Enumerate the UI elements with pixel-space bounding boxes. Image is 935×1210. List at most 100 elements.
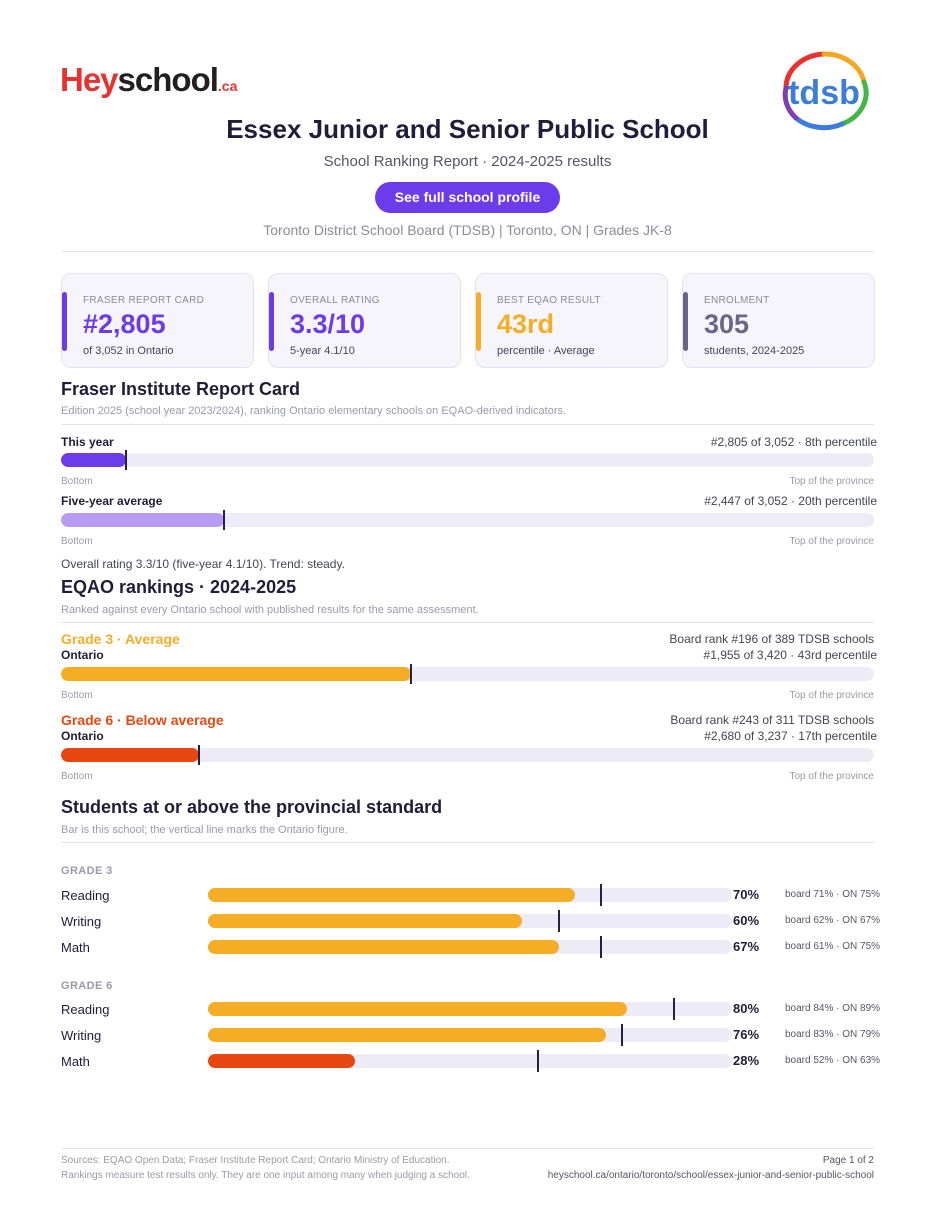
card-label: ENROLMENT xyxy=(704,295,770,306)
fraser-row-rank: #2,447 of 3,052 · 20th percentile xyxy=(704,494,877,508)
standard-compare: board 84% · ON 89% xyxy=(785,1003,881,1014)
card-accent xyxy=(476,292,481,351)
school-meta: Toronto District School Board (TDSB) | T… xyxy=(263,222,672,238)
divider xyxy=(61,424,874,425)
eqao-ontario-rank: #2,680 of 3,237 · 17th percentile xyxy=(704,729,877,743)
card-label: FRASER REPORT CARD xyxy=(83,295,205,306)
standard-grade6-label: GRADE 6 xyxy=(61,980,113,992)
standard-note: Bar is this school; the vertical line ma… xyxy=(61,824,348,836)
axis-top-label: Top of the province xyxy=(789,771,875,782)
footer-sources: Sources: EQAO Open Data; Fraser Institut… xyxy=(61,1155,450,1166)
divider xyxy=(61,842,874,843)
standard-compare: board 71% · ON 75% xyxy=(785,889,881,900)
standard-percent: 28% xyxy=(733,1053,760,1068)
full-profile-button[interactable]: See full school profile xyxy=(375,182,560,213)
card-accent xyxy=(683,292,688,351)
fraser-row-rank: #2,805 of 3,052 · 8th percentile xyxy=(710,435,877,449)
percentile-marker xyxy=(409,664,412,684)
standard-grade3-label: GRADE 3 xyxy=(61,865,113,877)
bar-fill xyxy=(61,667,411,681)
eqao-board-rank: Board rank #196 of 389 TDSB schools xyxy=(669,632,874,646)
fraser-note: Edition 2025 (school year 2023/2024), ra… xyxy=(61,405,567,417)
card-accent xyxy=(62,292,67,351)
page-title: Essex Junior and Senior Public School xyxy=(226,114,709,144)
standard-subject-label: Reading xyxy=(61,1002,110,1017)
percentile-marker xyxy=(222,510,225,530)
card-value: 3.3/10 xyxy=(290,309,366,339)
fraser-heading: Fraser Institute Report Card xyxy=(61,379,301,399)
bar-fill xyxy=(61,453,127,467)
standard-heading: Students at or above the provincial stan… xyxy=(61,797,443,817)
standard-bar xyxy=(208,940,732,954)
footer-right: Page 1 of 2 heyschool.ca/ontario/toronto… xyxy=(548,1153,874,1183)
eqao-ontario-rank: #1,955 of 3,420 · 43rd percentile xyxy=(703,648,877,662)
standard-subject-label: Writing xyxy=(61,1028,102,1043)
standard-bar xyxy=(208,1002,732,1016)
eqao-board-rank: Board rank #243 of 311 TDSB schools xyxy=(670,713,874,727)
eqao-scope: Ontario xyxy=(61,648,104,662)
card-sub: of 3,052 in Ontario xyxy=(83,345,174,357)
fraser-five-year-bar xyxy=(61,513,874,527)
heyschool-logo[interactable]: Heyschool.ca xyxy=(60,60,237,106)
card-value: #2,805 xyxy=(83,309,166,339)
footer-disclaimer: Rankings measure test results only. They… xyxy=(61,1170,470,1181)
eqao-scope: Ontario xyxy=(61,729,104,743)
standard-subject-label: Math xyxy=(61,940,90,955)
axis-top-label: Top of the province xyxy=(789,536,875,547)
bar-fill xyxy=(61,513,224,527)
tdsb-ring-icon: tdsb xyxy=(782,51,869,131)
standard-subject-label: Writing xyxy=(61,914,102,929)
axis-bottom-label: Bottom xyxy=(61,476,93,487)
card-sub: students, 2024-2025 xyxy=(704,345,805,357)
card-value: 305 xyxy=(704,309,750,339)
card-fraser-rank: FRASER REPORT CARD #2,805 of 3,052 in On… xyxy=(61,273,254,368)
report-subtitle: School Ranking Report · 2024-2025 result… xyxy=(323,153,612,170)
standard-bar xyxy=(208,1054,732,1068)
divider xyxy=(61,622,874,623)
divider xyxy=(61,1148,874,1149)
fraser-row-label: This year xyxy=(61,435,114,449)
standard-percent: 67% xyxy=(733,939,760,954)
card-best-eqao: BEST EQAO RESULT 43rd percentile · Avera… xyxy=(475,273,668,368)
footer-url[interactable]: heyschool.ca/ontario/toronto/school/esse… xyxy=(547,1170,874,1181)
logo-school: school xyxy=(117,61,219,98)
standard-subject-label: Reading xyxy=(61,888,110,903)
eqao-note: Ranked against every Ontario school with… xyxy=(61,604,479,616)
standard-bar-fill xyxy=(208,1002,628,1016)
logo-ca: .ca xyxy=(217,78,238,94)
axis-top-label: Top of the province xyxy=(789,476,875,487)
standard-bar-fill xyxy=(208,940,560,954)
fraser-row-label: Five-year average xyxy=(61,494,163,508)
fraser-this-year-bar xyxy=(61,453,874,467)
standard-compare: board 62% · ON 67% xyxy=(785,915,881,926)
standard-bar xyxy=(208,1028,732,1042)
eqao-grade3-title: Grade 3 · Average xyxy=(61,631,180,647)
standard-bar-fill xyxy=(208,1028,607,1042)
standard-subject-label: Math xyxy=(61,1054,90,1069)
eqao-heading: EQAO rankings · 2024-2025 xyxy=(61,577,297,597)
standard-bar-fill xyxy=(208,888,575,902)
axis-bottom-label: Bottom xyxy=(61,536,93,547)
card-label: BEST EQAO RESULT xyxy=(497,295,601,306)
eqao-grade6-bar xyxy=(61,748,874,762)
divider xyxy=(61,251,874,252)
standard-bar xyxy=(208,914,732,928)
bar-fill xyxy=(61,748,200,762)
page-number: Page 1 of 2 xyxy=(822,1155,874,1166)
ontario-marker xyxy=(600,936,602,958)
ontario-marker xyxy=(600,884,602,906)
card-label: OVERALL RATING xyxy=(290,295,380,306)
card-enrolment: ENROLMENT 305 students, 2024-2025 xyxy=(682,273,875,368)
standard-percent: 60% xyxy=(733,913,760,928)
standard-bar xyxy=(208,888,732,902)
ontario-marker xyxy=(673,998,676,1020)
percentile-marker xyxy=(198,745,201,765)
standard-percent: 76% xyxy=(733,1027,760,1042)
fraser-summary: Overall rating 3.3/10 (five-year 4.1/10)… xyxy=(61,557,345,571)
standard-compare: board 52% · ON 63% xyxy=(785,1055,881,1066)
axis-top-label: Top of the province xyxy=(789,690,875,701)
card-overall-rating: OVERALL RATING 3.3/10 5-year 4.1/10 xyxy=(268,273,461,368)
tdsb-logo: tdsb xyxy=(772,48,876,132)
ontario-marker xyxy=(537,1050,540,1072)
footer-notes: Sources: EQAO Open Data; Fraser Institut… xyxy=(61,1153,470,1183)
